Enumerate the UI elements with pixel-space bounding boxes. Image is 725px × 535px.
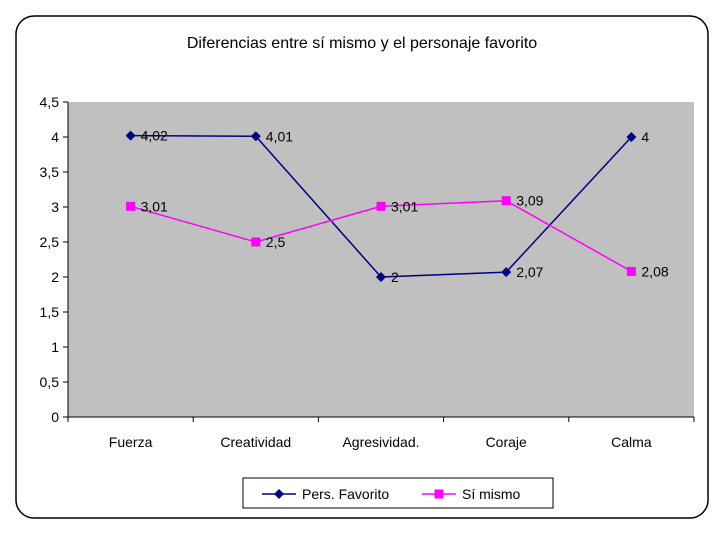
data-label: 3,01 <box>391 198 418 214</box>
legend-marker <box>274 489 284 499</box>
data-point <box>501 267 512 278</box>
data-label: 4,01 <box>266 128 293 144</box>
data-point <box>126 201 136 211</box>
data-point <box>251 237 261 247</box>
y-tick-label: 1,5 <box>40 304 60 320</box>
y-tick-label: 0 <box>51 409 59 425</box>
data-point <box>376 272 386 282</box>
legend-item: Pers. Favorito <box>262 486 389 502</box>
y-tick-label: 3,5 <box>40 164 60 180</box>
data-point <box>250 131 261 142</box>
data-label: 2 <box>391 269 399 285</box>
data-label: 3,01 <box>141 198 168 214</box>
y-tick-label: 2 <box>51 269 59 285</box>
data-point <box>626 132 637 142</box>
y-tick-label: 4 <box>51 129 59 145</box>
data-label: 2,08 <box>641 263 668 279</box>
legend-box <box>242 477 554 509</box>
data-label: 3,09 <box>516 193 543 209</box>
x-tick-label: Creatividad <box>220 434 291 450</box>
legend-label: Pers. Favorito <box>302 486 389 502</box>
y-tick-label: 2,5 <box>40 234 60 250</box>
data-label: 2,07 <box>516 264 543 280</box>
x-tick-label: Calma <box>611 434 652 450</box>
chart-title: Diferencias entre sí mismo y el personaj… <box>187 35 537 52</box>
x-tick-label: Coraje <box>486 434 527 450</box>
x-tick-label: Fuerza <box>109 434 153 450</box>
x-tick-label: Agresividad. <box>342 434 419 450</box>
plot-area <box>68 102 694 417</box>
data-point <box>501 196 511 206</box>
series-pers-favorito: 4,02 4,01 2 2,07 4 <box>125 128 649 285</box>
data-label: 4 <box>641 129 649 145</box>
series-si-mismo: 3,01 2,5 3,01 3,09 2,08 <box>126 193 669 279</box>
legend-marker <box>434 489 444 499</box>
y-tick-label: 3 <box>51 199 59 215</box>
y-tick-label: 0,5 <box>40 374 60 390</box>
data-label: 4,02 <box>141 128 168 144</box>
data-point <box>125 130 136 141</box>
series-layer: 4,02 4,01 2 2,07 4 3,01 2,5 3,01 3,09 2,08 <box>125 128 669 285</box>
axes: 0 0,5 1 1,5 2 2,5 3 3,5 4 4,5 Fuerza Creatividad Agr… <box>40 94 695 450</box>
legend-item: Sí mismo <box>422 486 521 502</box>
y-tick-label: 1 <box>51 339 59 355</box>
legend-label: Sí mismo <box>462 486 521 502</box>
legend: Pers. Favorito Sí mismo <box>242 477 554 509</box>
data-point <box>376 201 386 211</box>
data-label: 2,5 <box>266 234 286 250</box>
y-tick-label: 4,5 <box>40 94 60 110</box>
data-point <box>626 266 636 276</box>
